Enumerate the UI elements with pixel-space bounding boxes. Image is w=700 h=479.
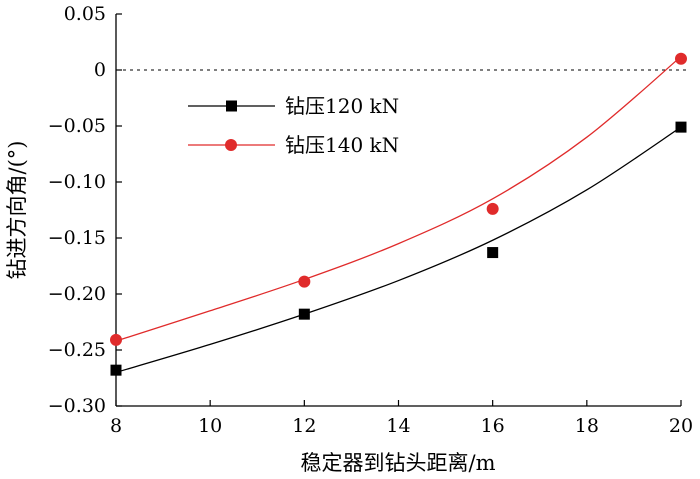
legend-label-series-2: 钻压140 kN: [285, 133, 399, 157]
fit-curve-series-2: [115, 56, 682, 342]
y-tick-label: −0.15: [48, 227, 106, 249]
x-tick-label: 12: [292, 415, 316, 437]
x-tick-label: 20: [669, 415, 693, 437]
x-axis-title: 稳定器到钻头距离/m: [301, 451, 496, 475]
x-tick-label: 16: [481, 415, 505, 437]
y-tick-label: 0: [94, 59, 106, 81]
y-axis-title: 钻进方向角/(°): [5, 141, 29, 280]
marker-series-1: [675, 121, 687, 133]
y-tick-label: −0.05: [48, 115, 106, 137]
legend-marker-series-2: [225, 139, 237, 151]
x-tick-label: 10: [198, 415, 222, 437]
marker-series-2: [110, 333, 122, 346]
y-tick-label: 0.05: [64, 3, 106, 25]
y-tick-label: −0.20: [48, 283, 106, 305]
marker-series-2: [486, 202, 499, 215]
x-tick-label: 8: [110, 415, 122, 437]
fit-curve-series-1: [115, 126, 682, 374]
fit-curves: [115, 56, 682, 374]
marker-series-1: [298, 308, 310, 320]
legend-label-series-1: 钻压120 kN: [285, 94, 399, 118]
marker-series-2: [675, 52, 687, 65]
legend-marker-series-1: [226, 100, 237, 112]
tick-labels: 8 10 12 14 16 18 20 0.05 0 −0.05 −0.10 −0.15 −0.20 −0…: [48, 3, 693, 437]
legend: 钻压120 kN 钻压140 kN: [188, 94, 399, 157]
marker-series-1: [487, 247, 499, 259]
y-tick-label: −0.25: [48, 339, 106, 361]
x-tick-label: 18: [575, 415, 599, 437]
marker-series-2: [298, 275, 311, 288]
marker-series-1: [110, 364, 122, 376]
x-tick-label: 14: [386, 415, 410, 437]
y-tick-label: −0.30: [48, 395, 106, 417]
data-markers: [110, 52, 687, 376]
y-tick-label: −0.10: [48, 171, 106, 193]
